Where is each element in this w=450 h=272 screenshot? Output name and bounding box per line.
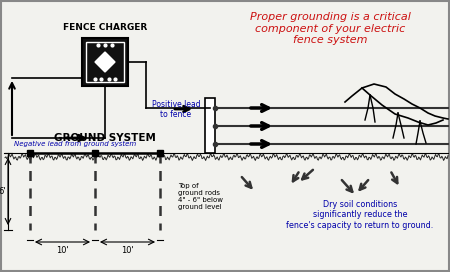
Text: 6': 6' [0, 187, 6, 196]
Text: 10': 10' [121, 246, 134, 255]
Text: FENCE CHARGER: FENCE CHARGER [63, 23, 147, 32]
Text: Negative lead from ground system: Negative lead from ground system [14, 141, 136, 147]
Bar [86, 42, 124, 82]
Text: Proper grounding is a critical
component of your electric
fence system: Proper grounding is a critical component… [250, 12, 410, 45]
Bar [82, 38, 128, 86]
Bar [205, 98, 215, 153]
Polygon shape [95, 52, 115, 72]
Text: Positive lead
to fence: Positive lead to fence [152, 100, 200, 119]
Text: Top of
ground rods
4" - 6" below
ground level: Top of ground rods 4" - 6" below ground … [178, 183, 223, 210]
Text: 10': 10' [56, 246, 69, 255]
Text: Dry soil conditions
significantly reduce the
fence's capacity to return to groun: Dry soil conditions significantly reduce… [286, 200, 434, 230]
Text: GROUND SYSTEM: GROUND SYSTEM [54, 133, 156, 143]
